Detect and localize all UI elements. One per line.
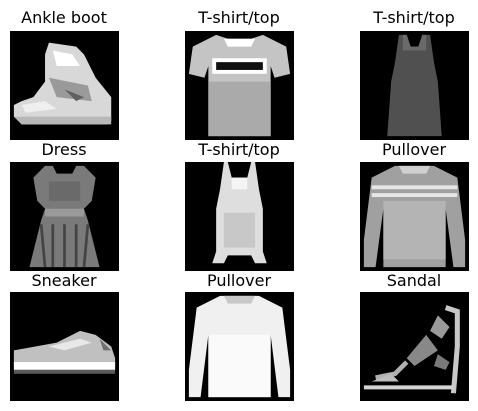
- panel-1-title: Ankle boot: [21, 8, 107, 27]
- panel-3-image: [360, 31, 469, 140]
- panel-4-title: Dress: [41, 140, 87, 159]
- panel-9-title: Sandal: [386, 271, 442, 290]
- pullover-image: [360, 162, 469, 271]
- panel-2-title: T-shirt/top: [198, 8, 280, 27]
- tank-top-image: [360, 31, 469, 140]
- pullover-image: [185, 292, 294, 401]
- panel-6-image: [360, 162, 469, 271]
- tank-top-image: [185, 162, 294, 271]
- panel-4-image: [10, 162, 119, 271]
- dress-image: [10, 162, 119, 271]
- panel-8-image: [185, 292, 294, 401]
- panel-7-title: Sneaker: [31, 271, 97, 290]
- panel-3-title: T-shirt/top: [373, 8, 455, 27]
- panel-1-image: [10, 31, 119, 140]
- panel-5-image: [185, 162, 294, 271]
- panel-2-image: [185, 31, 294, 140]
- panel-8-title: Pullover: [206, 271, 272, 290]
- ankle-boot-image: [10, 31, 119, 140]
- sneaker-image: [10, 292, 119, 401]
- panel-9-image: [360, 292, 469, 401]
- tshirt-image: [185, 31, 294, 140]
- panel-6-title: Pullover: [381, 140, 447, 159]
- panel-7-image: [10, 292, 119, 401]
- sandal-image: [360, 292, 469, 401]
- panel-5-title: T-shirt/top: [198, 140, 280, 159]
